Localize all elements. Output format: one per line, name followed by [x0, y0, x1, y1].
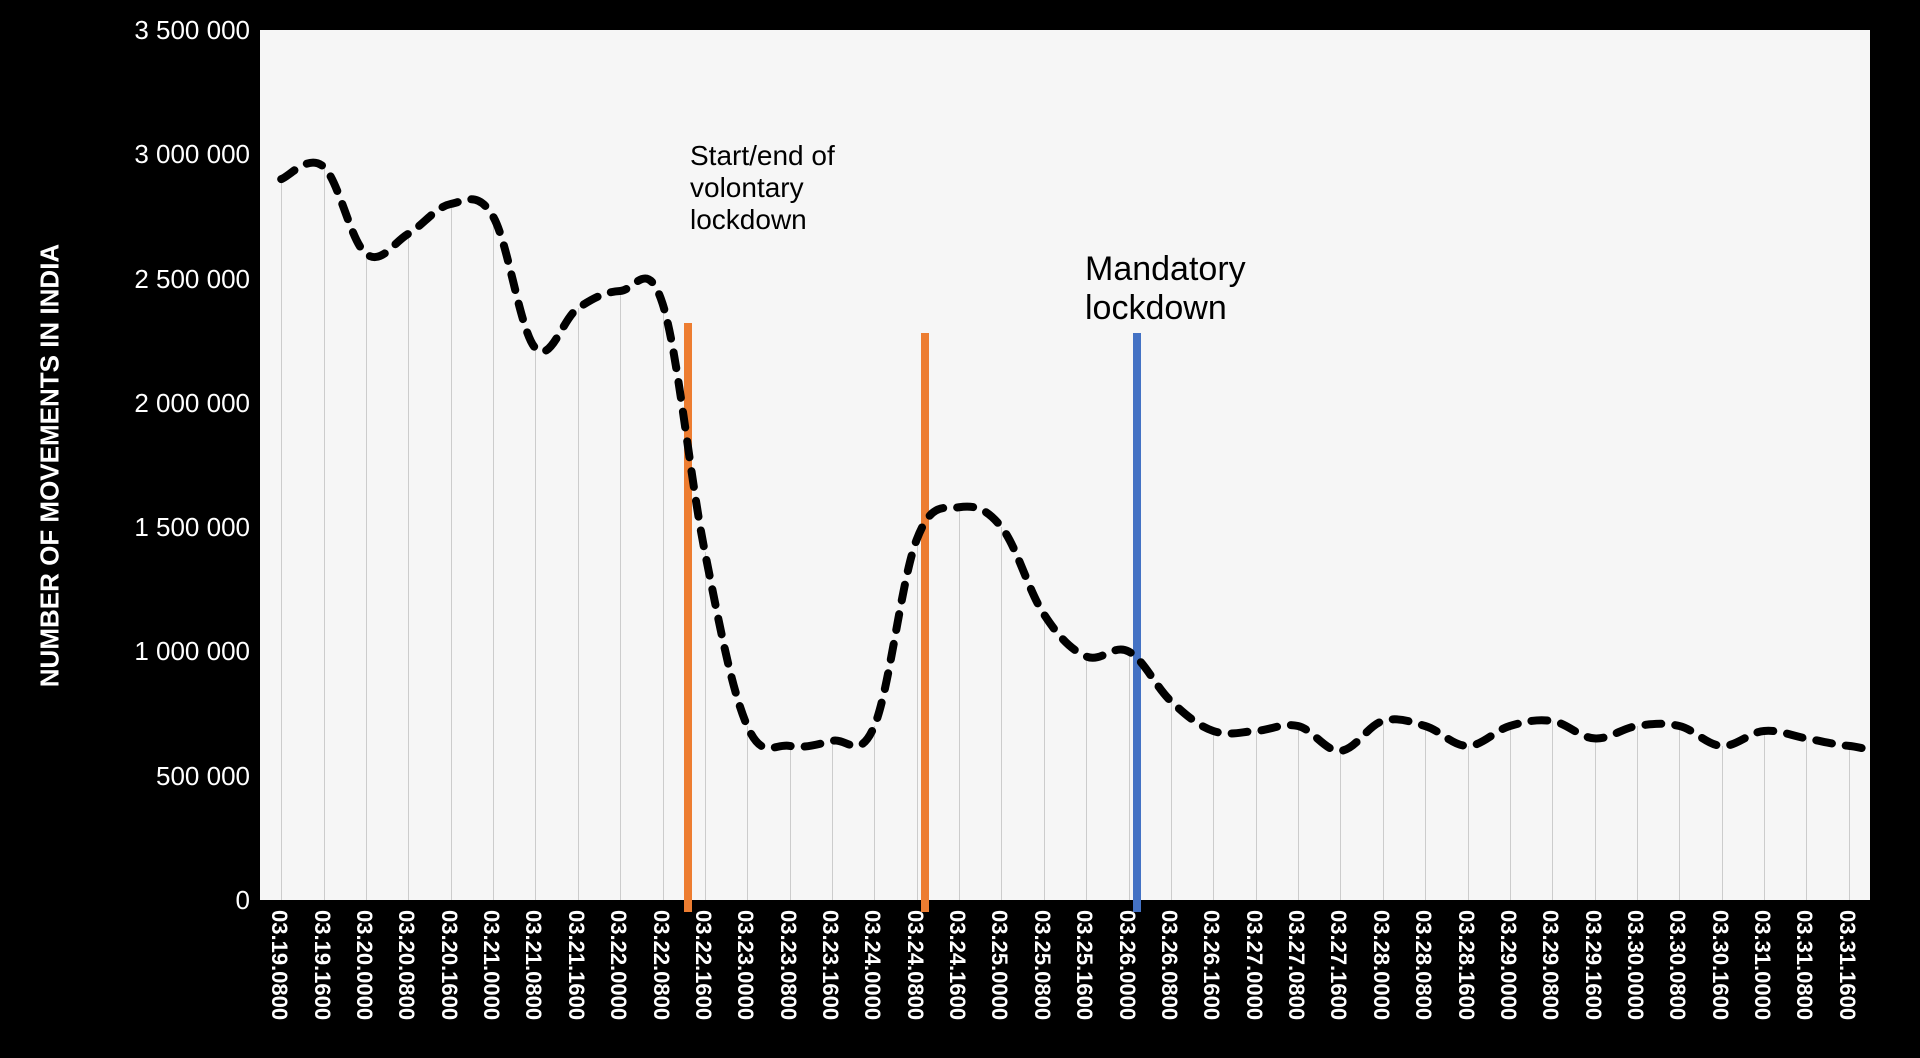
- x-tick-label: 03.30.0800: [1664, 910, 1690, 1020]
- x-tick-label: 03.24.0800: [902, 910, 928, 1020]
- x-tick-label: 03.21.0000: [478, 910, 504, 1020]
- x-tick-label: 03.25.1600: [1071, 910, 1097, 1020]
- x-tick-label: 03.26.0800: [1156, 910, 1182, 1020]
- x-tick-label: 03.27.0000: [1241, 910, 1267, 1020]
- x-tick-label: 03.23.1600: [817, 910, 843, 1020]
- x-tick-label: 03.31.0800: [1791, 910, 1817, 1020]
- data-line: [0, 0, 1920, 1058]
- x-tick-label: 03.20.0800: [393, 910, 419, 1020]
- x-tick-label: 03.20.0000: [351, 910, 377, 1020]
- x-tick-label: 03.22.1600: [690, 910, 716, 1020]
- x-tick-label: 03.27.0800: [1283, 910, 1309, 1020]
- x-tick-label: 03.29.0000: [1495, 910, 1521, 1020]
- x-tick-label: 03.21.1600: [563, 910, 589, 1020]
- x-tick-label: 03.28.0000: [1368, 910, 1394, 1020]
- x-tick-label: 03.30.1600: [1707, 910, 1733, 1020]
- x-tick-label: 03.22.0800: [648, 910, 674, 1020]
- x-tick-label: 03.28.1600: [1453, 910, 1479, 1020]
- x-tick-label: 03.30.0000: [1622, 910, 1648, 1020]
- x-tick-label: 03.29.0800: [1537, 910, 1563, 1020]
- x-tick-label: 03.19.0800: [266, 910, 292, 1020]
- x-tick-label: 03.24.1600: [944, 910, 970, 1020]
- x-tick-label: 03.21.0800: [520, 910, 546, 1020]
- x-tick-label: 03.31.0000: [1749, 910, 1775, 1020]
- x-tick-label: 03.20.1600: [436, 910, 462, 1020]
- annotation-mandatory-label: Mandatory lockdown: [1085, 250, 1246, 328]
- x-tick-label: 03.22.0000: [605, 910, 631, 1020]
- x-tick-label: 03.28.0800: [1410, 910, 1436, 1020]
- x-tick-label: 03.27.1600: [1325, 910, 1351, 1020]
- x-tick-label: 03.26.0000: [1114, 910, 1140, 1020]
- x-tick-label: 03.25.0000: [986, 910, 1012, 1020]
- annotation-voluntary-label: Start/end of volontary lockdown: [690, 140, 835, 237]
- x-tick-label: 03.26.1600: [1198, 910, 1224, 1020]
- x-tick-label: 03.29.1600: [1580, 910, 1606, 1020]
- x-tick-label: 03.23.0000: [732, 910, 758, 1020]
- chart-frame: { "chart": { "type": "line", "background…: [0, 0, 1920, 1058]
- x-tick-label: 03.19.1600: [309, 910, 335, 1020]
- x-tick-label: 03.25.0800: [1029, 910, 1055, 1020]
- x-tick-label: 03.23.0800: [775, 910, 801, 1020]
- x-tick-label: 03.24.0000: [859, 910, 885, 1020]
- x-tick-label: 03.31.1600: [1834, 910, 1860, 1020]
